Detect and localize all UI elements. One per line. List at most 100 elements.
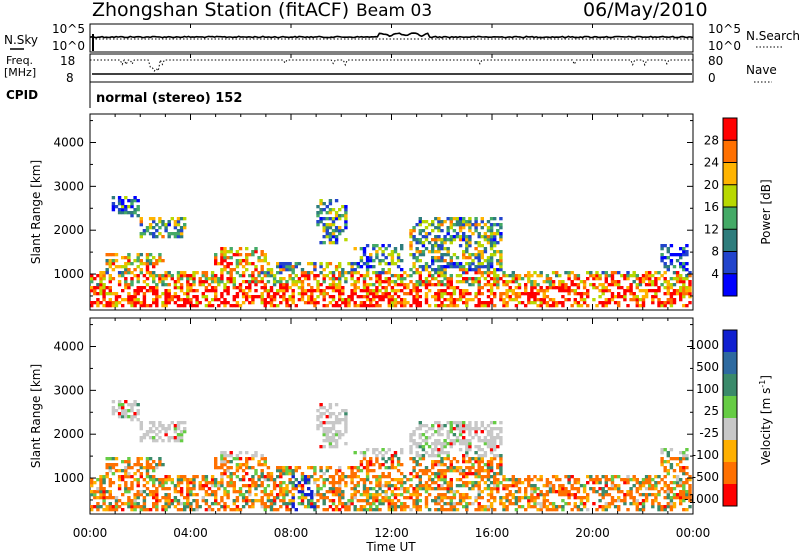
velocity-cell <box>483 469 488 473</box>
power-cell <box>316 205 320 209</box>
power-cell <box>458 274 463 278</box>
velocity-cell <box>685 472 689 476</box>
velocity-cell <box>393 487 398 491</box>
power-cell <box>527 301 531 305</box>
velocity-cell <box>582 484 587 488</box>
velocity-cell <box>505 508 509 512</box>
velocity-cell <box>679 457 683 461</box>
velocity-cell <box>372 487 376 491</box>
power-cell <box>145 289 150 293</box>
power-cell <box>477 265 481 269</box>
velocity-cell <box>685 481 689 485</box>
velocity-cell <box>493 484 497 488</box>
velocity-cell <box>458 478 463 482</box>
velocity-cell <box>638 481 643 485</box>
power-cell <box>517 283 522 287</box>
power-cell <box>685 253 689 257</box>
power-cell <box>260 292 264 296</box>
velocity-colorbar-tick-label: -500 <box>692 470 719 484</box>
velocity-cell <box>440 484 444 488</box>
velocity-cell <box>272 508 277 512</box>
velocity-cell <box>446 508 450 512</box>
power-cell <box>164 226 168 230</box>
velocity-cell <box>403 490 407 494</box>
power-cell <box>260 265 264 269</box>
power-cell <box>217 262 221 266</box>
power-cell <box>440 268 444 272</box>
velocity-cell <box>527 481 531 485</box>
velocity-cell <box>310 499 314 503</box>
velocity-cell <box>245 484 249 488</box>
power-cell <box>331 289 336 293</box>
velocity-cell <box>117 400 122 404</box>
velocity-cell <box>440 433 444 437</box>
velocity-cell <box>319 487 323 491</box>
velocity-cell <box>663 475 667 479</box>
velocity-cell <box>155 427 159 431</box>
velocity-cell <box>155 463 159 467</box>
power-cell <box>102 295 106 299</box>
velocity-cell <box>480 448 484 452</box>
velocity-cell <box>452 439 457 443</box>
power-cell <box>204 274 209 278</box>
velocity-cell <box>127 505 131 509</box>
velocity-cell <box>99 496 103 500</box>
velocity-cell <box>282 487 286 491</box>
velocity-cell <box>626 493 630 497</box>
velocity-cell <box>415 454 419 458</box>
velocity-cell <box>539 505 543 509</box>
velocity-cell <box>672 481 677 485</box>
velocity-cell <box>415 502 419 506</box>
power-cell <box>108 286 112 290</box>
velocity-cell <box>465 502 469 506</box>
power-cell <box>285 304 289 308</box>
power-cell <box>248 301 252 305</box>
velocity-cell <box>124 487 128 491</box>
velocity-cell <box>421 424 426 428</box>
velocity-cell <box>679 451 683 455</box>
power-cell <box>393 298 398 302</box>
power-cell <box>393 274 398 278</box>
power-cell <box>458 292 463 296</box>
velocity-cell <box>431 427 435 431</box>
power-cell <box>651 280 655 284</box>
power-cell <box>117 274 122 278</box>
power-cell <box>626 289 630 293</box>
velocity-cell <box>207 505 212 509</box>
velocity-cell <box>511 478 515 482</box>
power-cell <box>604 277 608 281</box>
power-cell <box>142 274 147 278</box>
velocity-cell <box>675 493 680 497</box>
power-cell <box>145 262 150 266</box>
power-cell <box>502 298 506 302</box>
velocity-cell <box>167 493 171 497</box>
power-cell <box>334 304 339 308</box>
power-cell <box>176 229 181 233</box>
velocity-cell <box>288 508 292 512</box>
velocity-cell <box>393 478 398 482</box>
velocity-cell <box>561 484 565 488</box>
power-cell <box>322 280 326 284</box>
velocity-cell <box>338 490 342 494</box>
velocity-cell <box>415 427 419 431</box>
velocity-cell <box>319 445 323 449</box>
velocity-cell <box>186 493 190 497</box>
power-cell <box>415 247 419 251</box>
velocity-cell <box>530 505 534 509</box>
power-cell <box>344 238 348 242</box>
power-cell <box>458 223 463 227</box>
power-cell <box>496 250 500 254</box>
power-cell <box>527 274 531 278</box>
power-cell <box>108 304 112 308</box>
power-cell <box>229 247 233 251</box>
power-cell <box>679 274 683 278</box>
power-cell <box>548 286 553 290</box>
power-cell <box>257 295 261 299</box>
velocity-cell <box>344 505 348 509</box>
power-cell <box>455 232 460 236</box>
power-cell <box>204 289 209 293</box>
velocity-cell <box>158 463 162 467</box>
velocity-cell <box>493 448 497 452</box>
velocity-cell <box>223 505 227 509</box>
velocity-cell <box>316 487 320 491</box>
